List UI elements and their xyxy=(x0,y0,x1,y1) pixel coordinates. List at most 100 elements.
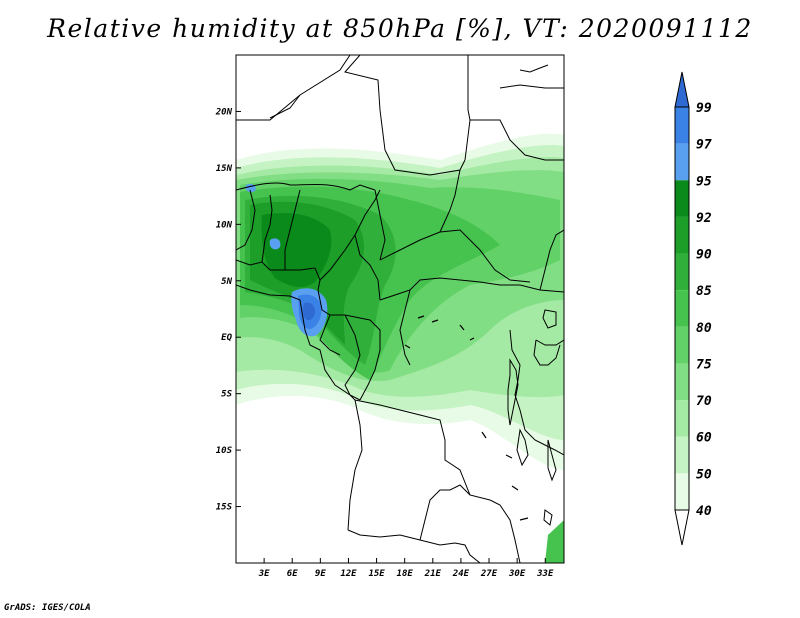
humidity-95-patch xyxy=(269,238,281,250)
colorbar-segment xyxy=(675,253,689,291)
colorbar-segment xyxy=(675,290,689,327)
border-line xyxy=(439,169,461,233)
colorbar-segment xyxy=(675,326,689,364)
lake-outline xyxy=(543,509,553,526)
colorbar-top-arrow xyxy=(674,71,690,108)
colorbar-level-label: 70 xyxy=(696,394,712,409)
map-title: Relative humidity at 850hPa [%], VT: 202… xyxy=(47,14,753,43)
border-line xyxy=(354,234,381,301)
border-line xyxy=(319,314,341,356)
river-mark xyxy=(469,337,475,341)
lake-outline xyxy=(547,439,557,482)
river-mark xyxy=(431,319,439,323)
country-borders xyxy=(236,55,564,563)
border-line xyxy=(344,55,466,176)
humidity-99-region xyxy=(303,302,315,321)
colorbar-level-label: 40 xyxy=(696,504,712,519)
colorbar-segment xyxy=(675,216,689,254)
colorbar-segment xyxy=(675,143,689,181)
lat-tick-label: 15N xyxy=(216,164,233,174)
border-line xyxy=(284,189,301,270)
border-line xyxy=(379,277,564,301)
border-line xyxy=(354,399,491,501)
colorbar-level-label: 92 xyxy=(696,211,712,226)
lon-tick-label: 24E xyxy=(452,569,470,579)
colorbar-segment xyxy=(675,363,689,401)
lon-tick-label: 3E xyxy=(258,569,270,579)
border-line xyxy=(464,119,471,161)
river-mark xyxy=(505,454,513,459)
colorbar-segment xyxy=(675,436,689,474)
border-line xyxy=(509,329,526,431)
latitude-ticks: 20N 15N 10N 5N EQ 5S 10S 15S xyxy=(215,107,241,513)
humidity-80-region xyxy=(545,520,564,563)
lat-tick-label: 5S xyxy=(221,390,232,400)
lat-tick-label: EQ xyxy=(221,333,232,343)
border-line xyxy=(467,55,564,161)
colorbar-outline xyxy=(674,106,690,511)
border-line xyxy=(399,289,411,366)
colorbar-segment xyxy=(675,180,689,217)
lake-outline xyxy=(542,309,557,329)
map-frame xyxy=(235,54,565,564)
colorbar-segment xyxy=(675,107,689,144)
river-mark xyxy=(459,324,465,331)
lon-tick-label: 6E xyxy=(287,569,298,579)
colorbar-level-label: 85 xyxy=(696,284,712,299)
lon-tick-label: 15E xyxy=(368,569,385,579)
lon-tick-label: 30E xyxy=(508,569,526,579)
border-line xyxy=(236,55,351,121)
border-line xyxy=(317,289,371,321)
river-mark xyxy=(417,315,425,319)
colorbar-bottom-arrow xyxy=(674,509,690,546)
colorbar-level-label: 90 xyxy=(696,248,712,263)
colorbar-level-label: 80 xyxy=(696,321,712,336)
colorbar-level-label: 50 xyxy=(696,467,712,482)
border-line xyxy=(236,182,376,191)
lon-tick-label: 33E xyxy=(536,569,554,579)
lon-tick-label: 9E xyxy=(315,569,326,579)
river-mark xyxy=(481,431,487,439)
lat-tick-label: 10N xyxy=(216,220,233,230)
lon-tick-label: 27E xyxy=(480,569,498,579)
longitude-ticks: 3E 6E 9E 12E 15E 18E 21E 24E 27E 30E 33E xyxy=(258,558,554,579)
lon-tick-label: 18E xyxy=(397,569,414,579)
river-mark xyxy=(511,485,519,491)
border-line xyxy=(533,339,561,366)
border-line xyxy=(374,189,386,261)
colorbar: 99 97 95 92 90 85 80 75 70 60 50 40 xyxy=(674,71,712,546)
border-line xyxy=(236,189,256,251)
border-line xyxy=(347,529,481,563)
border-line xyxy=(359,319,381,401)
colorbar-level-label: 99 xyxy=(696,101,712,116)
lake-outline xyxy=(516,428,529,467)
coastline xyxy=(519,64,549,73)
lake-outline xyxy=(507,358,519,426)
lat-tick-label: 15S xyxy=(216,503,233,513)
lon-tick-label: 12E xyxy=(340,569,357,579)
lat-tick-label: 5N xyxy=(221,277,232,287)
river-mark xyxy=(519,517,529,521)
border-line xyxy=(489,499,521,563)
humidity-field xyxy=(236,133,564,563)
river-marks xyxy=(404,315,529,521)
border-line xyxy=(269,94,301,119)
colorbar-level-label: 75 xyxy=(696,357,712,372)
border-line xyxy=(524,429,564,456)
credit-label: GrADS: IGES/COLA xyxy=(4,603,91,613)
border-line xyxy=(499,84,564,89)
lat-tick-label: 20N xyxy=(215,107,233,117)
border-line xyxy=(347,399,363,531)
border-line xyxy=(379,229,531,283)
colorbar-level-label: 95 xyxy=(696,174,712,189)
lon-tick-label: 21E xyxy=(424,569,442,579)
lat-tick-label: 10S xyxy=(216,446,233,456)
border-line xyxy=(261,194,273,263)
colorbar-level-label: 60 xyxy=(696,431,712,446)
coastline xyxy=(236,284,356,401)
colorbar-level-label: 97 xyxy=(696,138,712,153)
border-line xyxy=(419,484,471,541)
border-line xyxy=(539,229,564,291)
colorbar-segment xyxy=(675,473,689,510)
